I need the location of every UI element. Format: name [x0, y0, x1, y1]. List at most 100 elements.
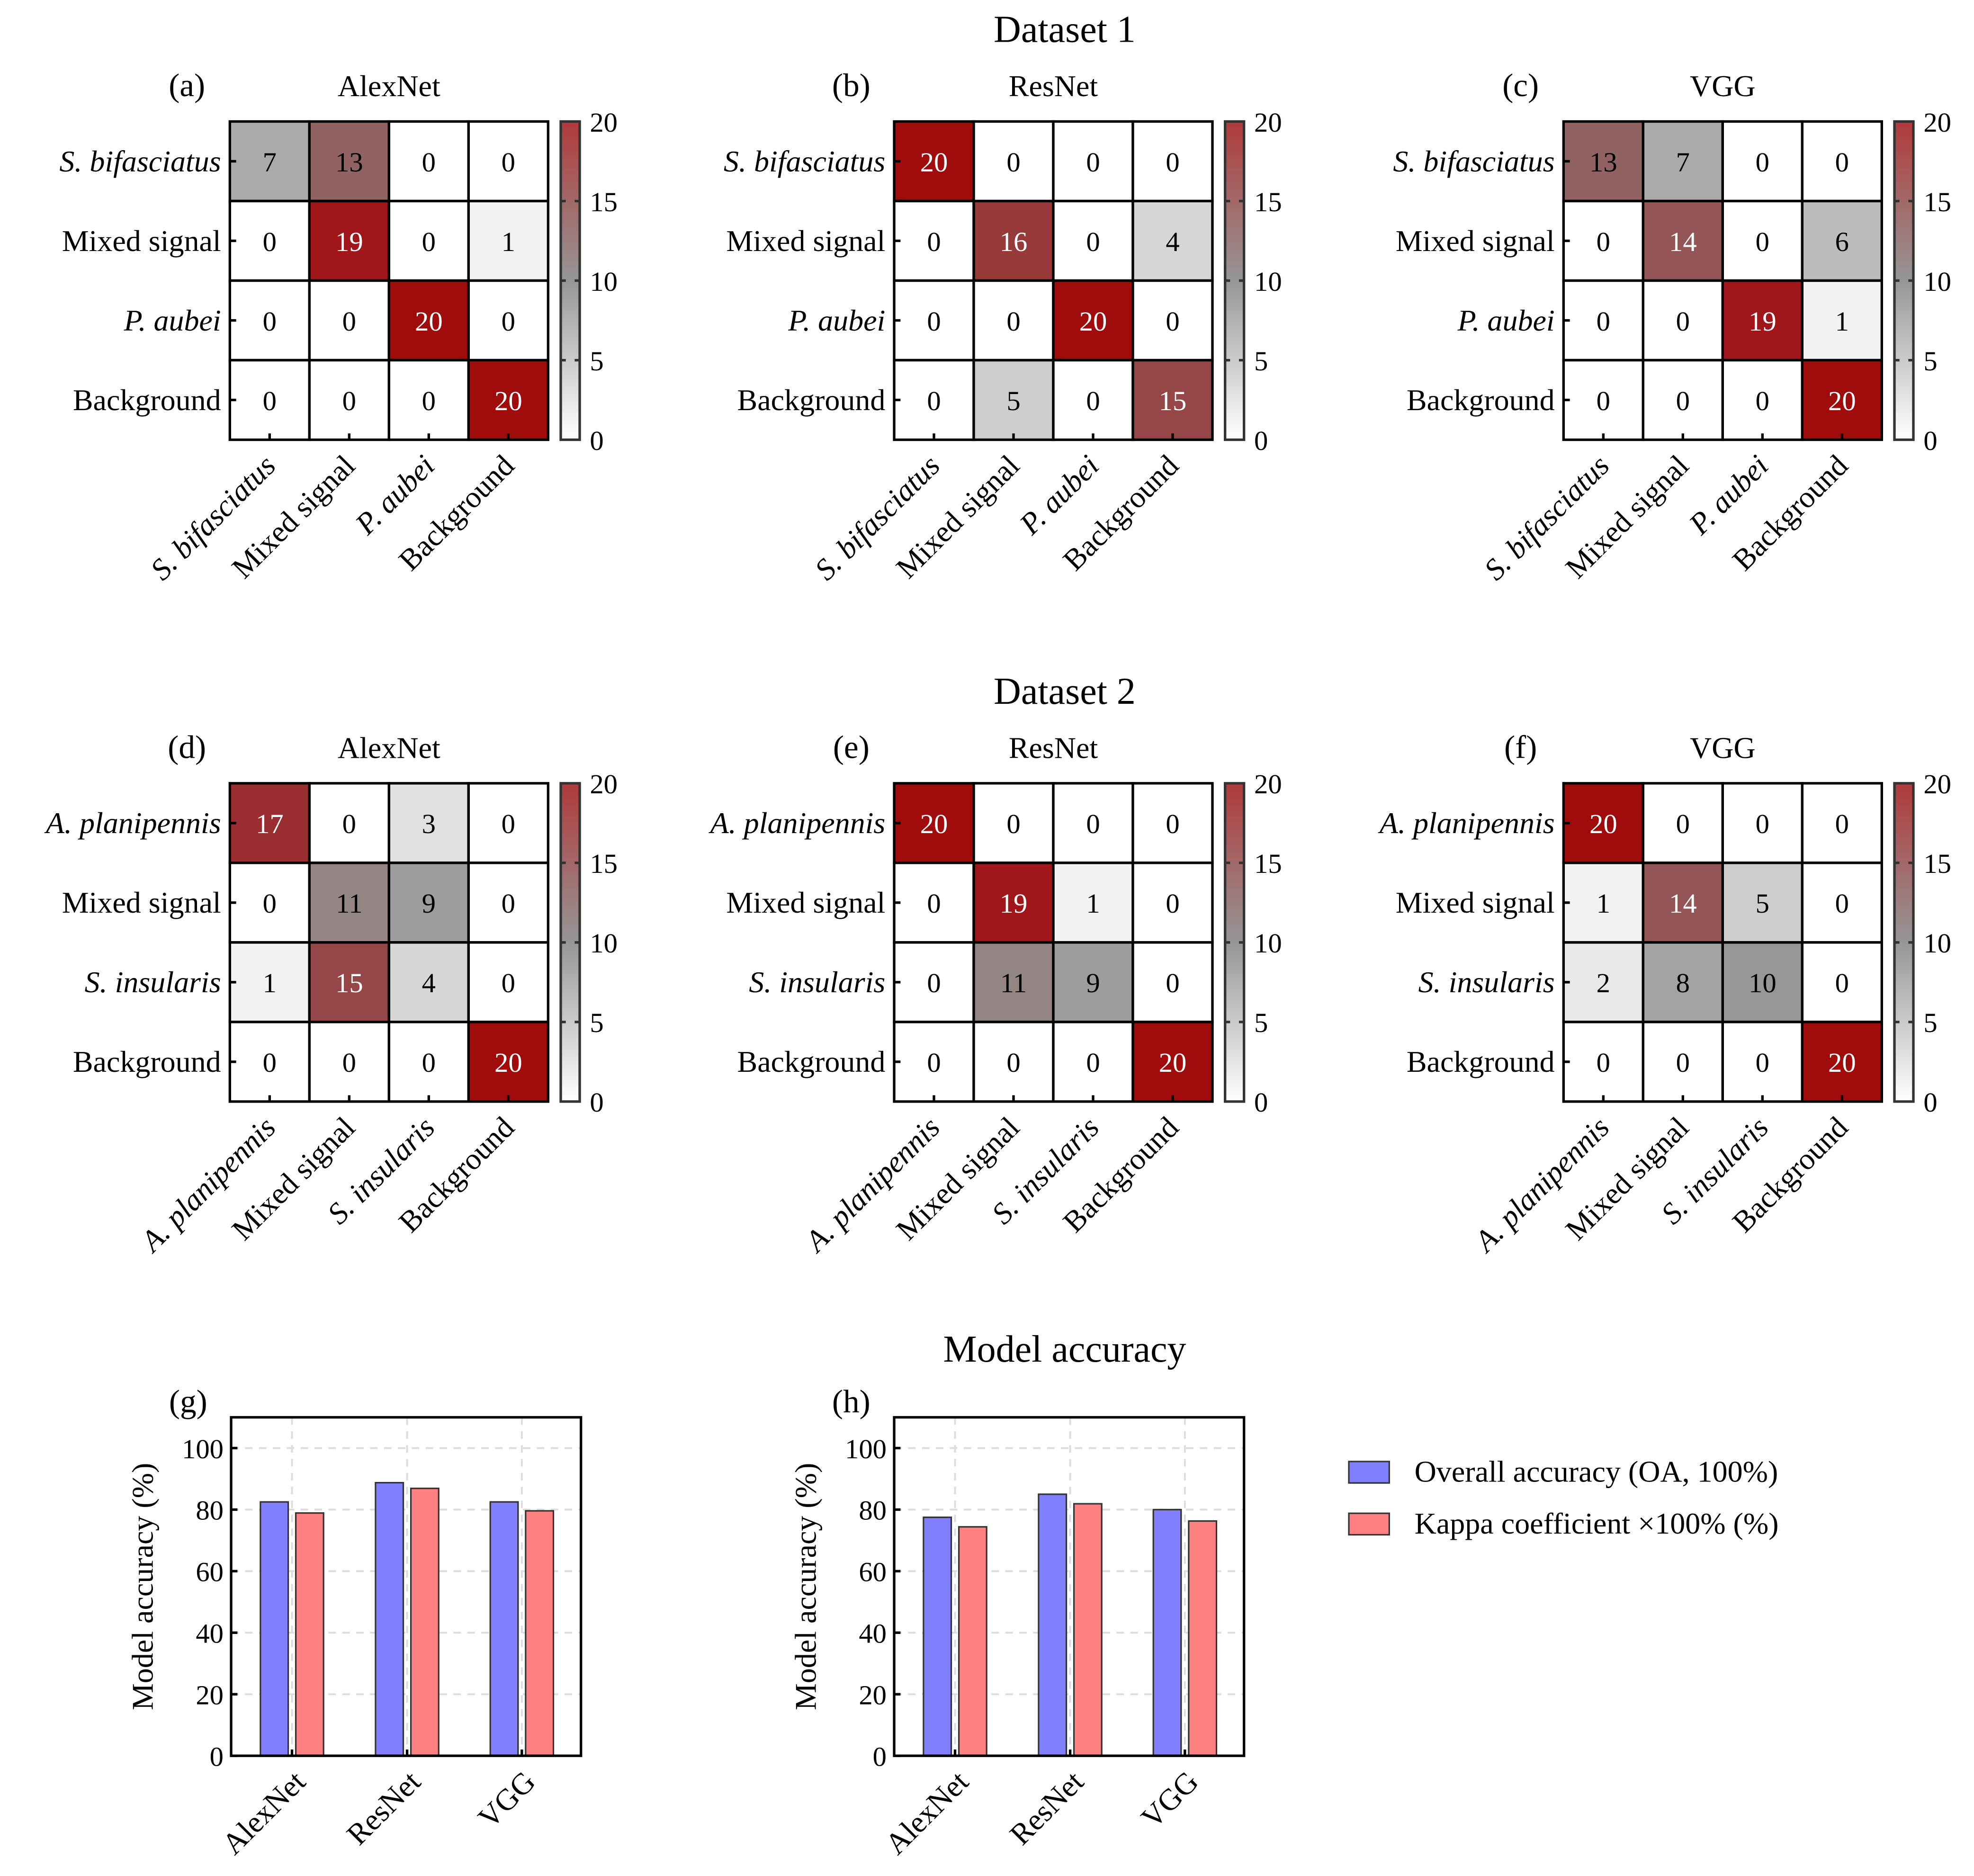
x-tick-label: VGG: [471, 1765, 541, 1835]
colorbar-tick-label: 20: [1923, 769, 1951, 799]
heatmap-cell: [1131, 120, 1214, 203]
heatmap-cell: [893, 199, 975, 282]
cell-value: 0: [1086, 808, 1100, 839]
cell-value: 13: [1589, 147, 1617, 178]
colorbar-tick-label: 20: [1254, 769, 1282, 799]
cell-value: 19: [1749, 306, 1777, 337]
confusion-matrix-panel: (d) AlexNet 17 0 3 0 A. planipennis 0 11 9 0 Mixed …: [44, 729, 618, 1259]
heatmap-cell: [1052, 862, 1134, 944]
heatmap-cell: [893, 1021, 975, 1103]
y-tick-label: 20: [859, 1680, 887, 1711]
cell-value: 15: [335, 968, 363, 998]
cell-value: 0: [263, 386, 277, 416]
cell-value: 0: [1756, 386, 1769, 416]
panel-title: VGG: [1690, 69, 1756, 103]
cell-value: 5: [1756, 888, 1769, 919]
cell-value: 8: [1676, 968, 1690, 998]
cell-value: 20: [1159, 1047, 1187, 1078]
cell-value: 0: [1676, 808, 1690, 839]
cell-value: 0: [1086, 386, 1100, 416]
cell-value: 0: [1835, 968, 1849, 998]
row-label: A. planipennis: [709, 806, 886, 840]
cell-value: 0: [1166, 888, 1179, 919]
heatmap-cell: [1642, 862, 1724, 944]
heatmap-cell: [1131, 862, 1214, 944]
cell-value: 0: [927, 968, 941, 998]
cell-value: 1: [1597, 888, 1610, 919]
cell-value: 3: [422, 808, 436, 839]
colorbar-tick-label: 5: [1254, 1007, 1268, 1038]
row-label: A. planipennis: [1378, 806, 1555, 840]
colorbar-tick-label: 0: [1254, 425, 1268, 456]
heatmap-cell: [1642, 359, 1724, 441]
cell-value: 7: [1676, 147, 1690, 178]
legend-swatch-overall-accuracy: [1348, 1461, 1390, 1484]
cell-value: 10: [1749, 968, 1777, 998]
cell-value: 0: [1835, 888, 1849, 919]
heatmap-cell: [1052, 199, 1134, 282]
row-label: Background: [73, 1045, 221, 1078]
cell-value: 0: [1086, 226, 1100, 257]
y-tick-label: 100: [845, 1434, 887, 1464]
panel-label: (c): [1502, 67, 1539, 103]
colorbar-tick-label: 15: [1254, 848, 1282, 879]
cell-value: 20: [920, 808, 948, 839]
cell-value: 0: [1166, 968, 1179, 998]
heatmap-cell: [228, 862, 311, 944]
heatmap-cell: [387, 279, 470, 362]
cell-value: 0: [422, 147, 436, 178]
cell-value: 0: [263, 306, 277, 337]
heatmap-cell: [467, 120, 549, 203]
y-tick-label: 60: [196, 1557, 224, 1588]
colorbar-tick-label: 0: [590, 1087, 603, 1118]
heatmap-cell: [1562, 1021, 1644, 1103]
bar-kappa: [1188, 1520, 1218, 1757]
colorbar-tick-label: 0: [1254, 1087, 1268, 1118]
row-label: S. insularis: [85, 965, 221, 999]
colorbar-tick-label: 15: [590, 187, 618, 217]
bar-kappa: [295, 1512, 324, 1757]
x-tick-label: ResNet: [340, 1764, 427, 1851]
heatmap-cell: [972, 279, 1055, 362]
colorbar-tick-label: 20: [590, 769, 618, 799]
heatmap-cell: [1642, 120, 1724, 203]
cell-value: 0: [1006, 1047, 1020, 1078]
row-label: A. planipennis: [44, 806, 221, 840]
cell-value: 0: [927, 306, 941, 337]
colorbar-tick-label: 5: [1923, 346, 1937, 377]
column-label: A. planipennis: [133, 1110, 282, 1259]
cell-value: 14: [1669, 226, 1697, 257]
row-label: P. aubei: [1457, 304, 1555, 337]
cell-value: 20: [415, 306, 443, 337]
accuracy-title: Model accuracy: [943, 1328, 1186, 1370]
colorbar-tick-label: 5: [1923, 1007, 1937, 1038]
cell-value: 0: [1835, 808, 1849, 839]
row-label: Mixed signal: [726, 886, 885, 919]
panel-title: ResNet: [1009, 731, 1098, 765]
heatmap-cell: [467, 782, 549, 864]
heatmap-cell: [1801, 120, 1883, 203]
colorbar-tick-label: 20: [590, 107, 618, 138]
colorbar-tick-label: 10: [1923, 266, 1951, 297]
cell-value: 0: [502, 888, 515, 919]
cell-value: 0: [1676, 386, 1690, 416]
cell-value: 4: [422, 968, 436, 998]
cell-value: 0: [263, 1047, 277, 1078]
confusion-matrix-panel: (a) AlexNet 7 13 0 0 S. bifasciatus 0 19 0 1 Mixed …: [59, 67, 618, 586]
row-label: Mixed signal: [62, 886, 221, 919]
legend-label: Kappa coefficient ×100% (%): [1415, 1507, 1779, 1540]
legend-swatch-kappa: [1348, 1512, 1390, 1536]
cell-value: 0: [927, 386, 941, 416]
row-label: Background: [73, 383, 221, 417]
colorbar-tick-label: 5: [590, 1007, 603, 1038]
colorbar-tick-label: 15: [1254, 187, 1282, 217]
colorbar-tick-label: 0: [1923, 425, 1937, 456]
heatmap-cell: [972, 199, 1055, 282]
cell-value: 0: [1086, 147, 1100, 178]
heatmap-cell: [308, 359, 390, 441]
cell-value: 19: [335, 226, 363, 257]
cell-value: 9: [1086, 968, 1100, 998]
heatmap-cell: [387, 782, 470, 864]
cell-value: 15: [1159, 386, 1187, 416]
